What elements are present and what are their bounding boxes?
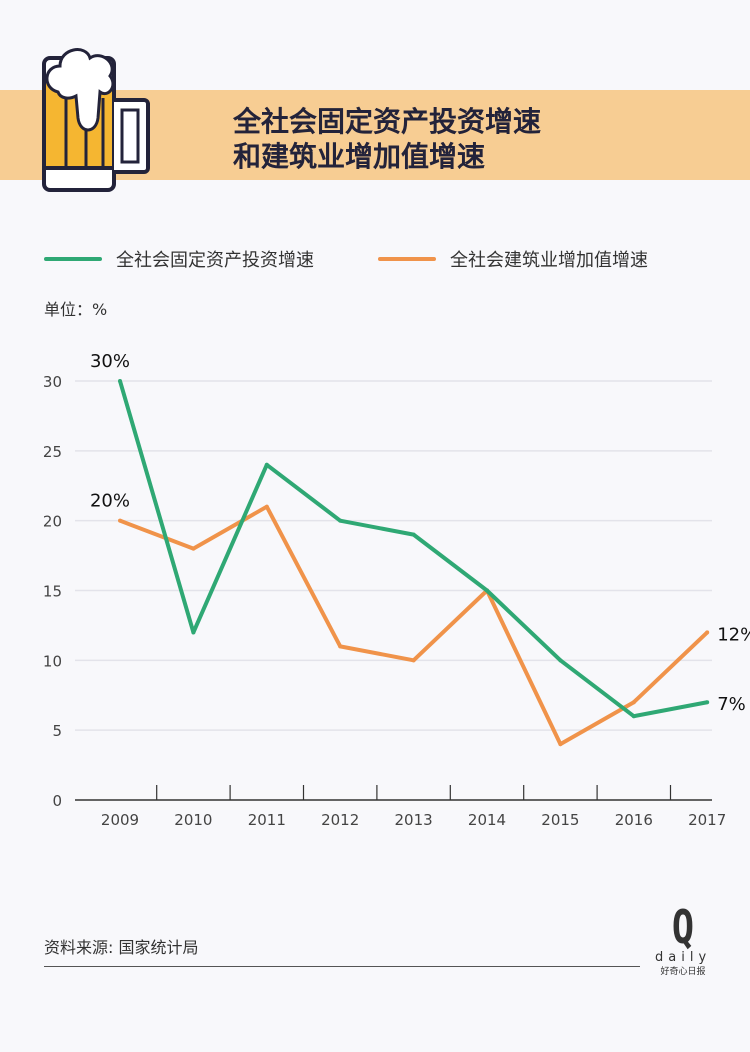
data-label: 12% (717, 624, 750, 645)
y-tick-label: 10 (43, 652, 62, 670)
beer-mug-icon (42, 48, 150, 192)
y-tick-label: 15 (43, 583, 62, 601)
data-point (485, 588, 489, 593)
series-line (119, 504, 709, 747)
data-point (705, 630, 710, 635)
data-point (118, 518, 122, 523)
data-point (264, 462, 269, 467)
data-point (558, 658, 563, 663)
data-point (705, 700, 710, 705)
data-point (118, 379, 122, 383)
legend-label: 全社会建筑业增加值增速 (450, 250, 648, 271)
y-tick-label: 20 (43, 513, 62, 531)
data-point (338, 644, 343, 649)
x-tick-label: 2017 (688, 811, 726, 829)
legend-item-investment: 全社会固定资产投资增速 (44, 246, 314, 272)
data-point (411, 532, 416, 537)
y-tick-label: 0 (52, 792, 62, 810)
line-chart: 0 5 10 15 20 25 30 2009 2010 2011 2012 2013 2014 2015… (43, 351, 750, 829)
data-point (631, 700, 636, 705)
source-note: 资料来源: 国家统计局 (44, 938, 199, 957)
legend-swatch (378, 257, 436, 261)
title-line-1: 全社会固定资产投资增速 (233, 105, 542, 138)
legend-item-construction: 全社会建筑业增加值增速 (378, 246, 648, 272)
data-point (558, 742, 563, 747)
title-line-2: 和建筑业增加值增速 (233, 140, 486, 173)
data-label: 30% (90, 351, 130, 372)
chart-title: 全社会固定资产投资增速 和建筑业增加值增速 (233, 104, 541, 174)
legend-swatch (44, 257, 102, 261)
data-point (411, 658, 416, 663)
data-point (191, 546, 196, 551)
y-tick-label: 25 (43, 443, 62, 461)
data-label: 20% (90, 491, 130, 512)
data-point (338, 518, 343, 523)
x-tick-label: 2012 (321, 811, 359, 829)
logo-sub: 好奇心日报 (660, 967, 706, 977)
x-tick-label: 2011 (248, 811, 286, 829)
y-tick-label: 30 (43, 373, 62, 391)
legend-label: 全社会固定资产投资增速 (116, 250, 314, 271)
logo-mark: Q (671, 900, 695, 954)
data-point (631, 714, 636, 719)
data-label: 7% (717, 694, 746, 715)
qdaily-logo: Q daily 好奇心日报 (655, 904, 711, 978)
x-tick-label: 2014 (468, 811, 506, 829)
series-line (118, 380, 708, 719)
x-tick-label: 2009 (101, 811, 139, 829)
divider (44, 966, 640, 967)
x-tick-label: 2015 (541, 811, 579, 829)
x-tick-label: 2013 (395, 811, 433, 829)
data-point (191, 630, 196, 635)
y-tick-label: 5 (52, 722, 62, 740)
x-tick-label: 2010 (174, 811, 212, 829)
data-point (264, 504, 269, 509)
unit-label: 单位：% (44, 300, 108, 319)
x-tick-label: 2016 (615, 811, 653, 829)
logo-word: daily (655, 950, 712, 965)
